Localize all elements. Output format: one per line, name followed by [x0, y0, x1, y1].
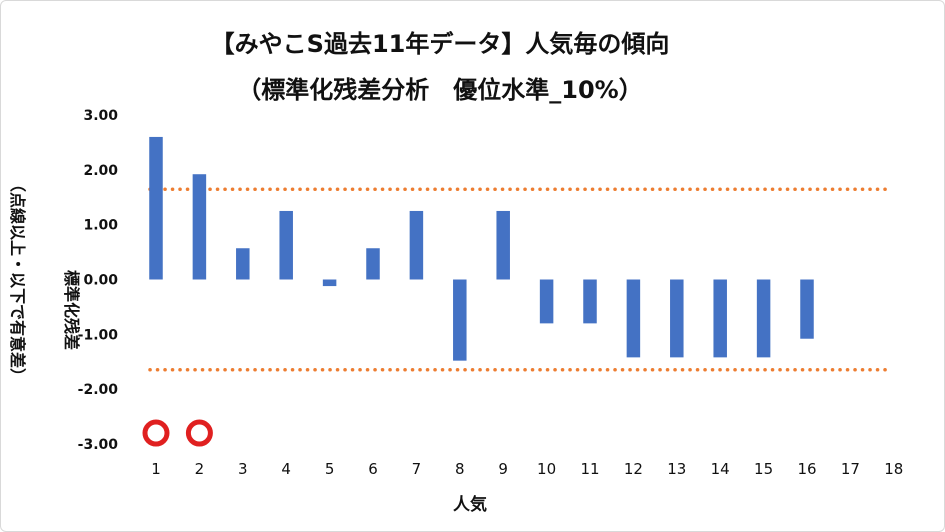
- x-axis-label: 人気: [453, 494, 487, 515]
- x-tick-label: 18: [884, 460, 903, 478]
- bar: [539, 279, 554, 324]
- x-tick-label: 7: [412, 460, 422, 478]
- x-tick-label: 12: [624, 460, 643, 478]
- bar: [496, 210, 510, 280]
- bar: [236, 248, 250, 280]
- x-tick-label: 15: [754, 460, 773, 478]
- x-axis: 1 2 3 4 5 6 7 8 9 10 11 12 13 14 15 16 17 18: [151, 460, 903, 478]
- bar: [192, 174, 207, 280]
- y-tick-label: 0.00: [83, 273, 118, 289]
- x-tick-label: 5: [325, 460, 335, 478]
- x-tick-label: 17: [841, 460, 860, 478]
- x-tick-label: 1: [151, 460, 161, 478]
- bar: [756, 279, 771, 358]
- x-tick-label: 9: [498, 460, 508, 478]
- x-tick-label: 6: [368, 460, 378, 478]
- bar: [713, 279, 727, 358]
- bar: [366, 248, 380, 280]
- bar: [626, 279, 641, 358]
- x-tick-label: 10: [537, 460, 556, 478]
- x-tick-label: 4: [281, 460, 291, 478]
- x-tick-label: 2: [195, 460, 205, 478]
- x-tick-label: 13: [667, 460, 686, 478]
- x-tick-label: 3: [238, 460, 248, 478]
- bar: [149, 136, 163, 280]
- y-tick-label: 2.00: [83, 163, 118, 179]
- x-tick-label: 14: [711, 460, 730, 478]
- x-tick-label: 16: [797, 460, 816, 478]
- y-axis-label: 標準化残差: [62, 270, 81, 350]
- bar: [800, 279, 814, 339]
- bar: [453, 279, 467, 361]
- threshold-lines: [148, 187, 892, 372]
- marker-series: [142, 419, 213, 447]
- y-tick-label: 1.00: [83, 218, 118, 234]
- bar: [409, 210, 424, 280]
- y-tick-label: 3.00: [83, 108, 118, 124]
- chart-subtitle: （標準化残差分析 優位水準_10%）: [237, 76, 643, 104]
- bar: [670, 279, 684, 358]
- circle-marker: [185, 419, 213, 447]
- bar: [279, 210, 293, 280]
- chart-title: 【みやこS過去11年データ】人気毎の傾向: [210, 30, 670, 58]
- circle-marker: [142, 419, 170, 447]
- bar-series: [149, 136, 814, 361]
- y-tick-label: -3.00: [78, 437, 119, 453]
- bar: [583, 279, 597, 324]
- y-tick-label: -1.00: [78, 327, 119, 343]
- bar: [322, 279, 337, 287]
- x-tick-label: 11: [580, 460, 599, 478]
- y-tick-label: -2.00: [78, 382, 119, 398]
- y-axis: 3.00 2.00 1.00 0.00 -1.00 -2.00 -3.00: [78, 108, 119, 453]
- y-axis-label-note: （点線以上・以下で有意差）: [8, 176, 27, 384]
- x-tick-label: 8: [455, 460, 465, 478]
